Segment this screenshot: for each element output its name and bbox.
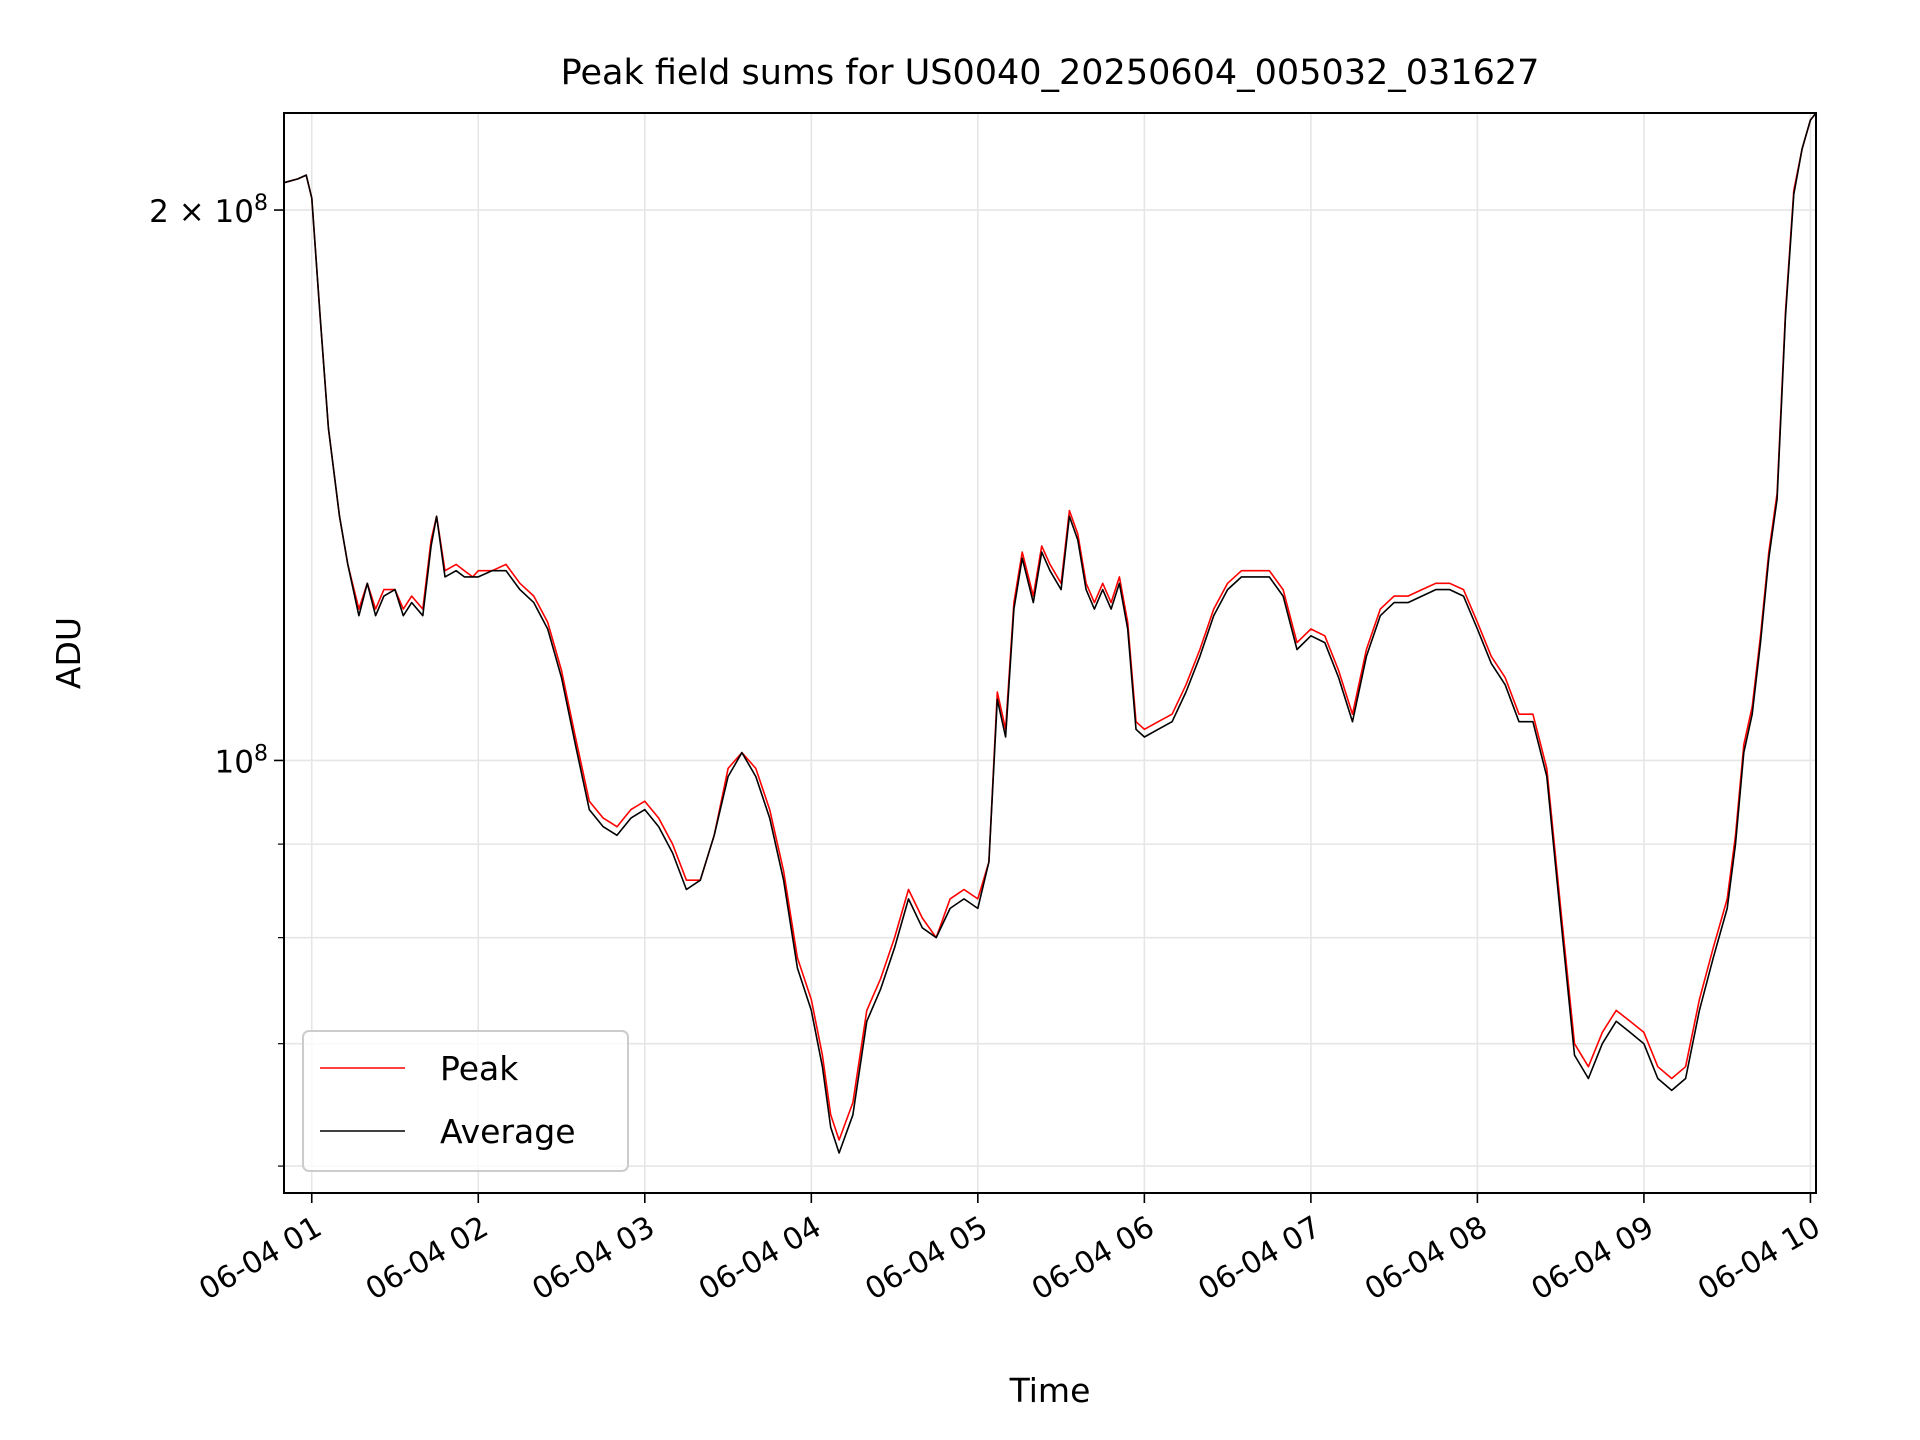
y-axis-label: ADU [49, 617, 88, 689]
x-axis-label: Time [1009, 1371, 1091, 1410]
legend-frame [302, 1030, 629, 1172]
grid [284, 113, 1816, 1193]
series-line-peak [283, 112, 1817, 1141]
chart-title: Peak field sums for US0040_20250604_0050… [561, 53, 1540, 93]
y-axis: 2 × 108 108 [149, 191, 284, 1167]
legend-label-peak: Peak [440, 1049, 519, 1088]
legend-label-average: Average [440, 1112, 576, 1151]
plot-frame [283, 112, 1817, 1194]
legend: Peak Average [302, 1030, 629, 1172]
series-layer [283, 112, 1817, 1154]
series-line-average [283, 112, 1817, 1154]
y-tick-label: 2 × 108 [149, 191, 268, 230]
y-tick-label: 108 [215, 741, 268, 780]
